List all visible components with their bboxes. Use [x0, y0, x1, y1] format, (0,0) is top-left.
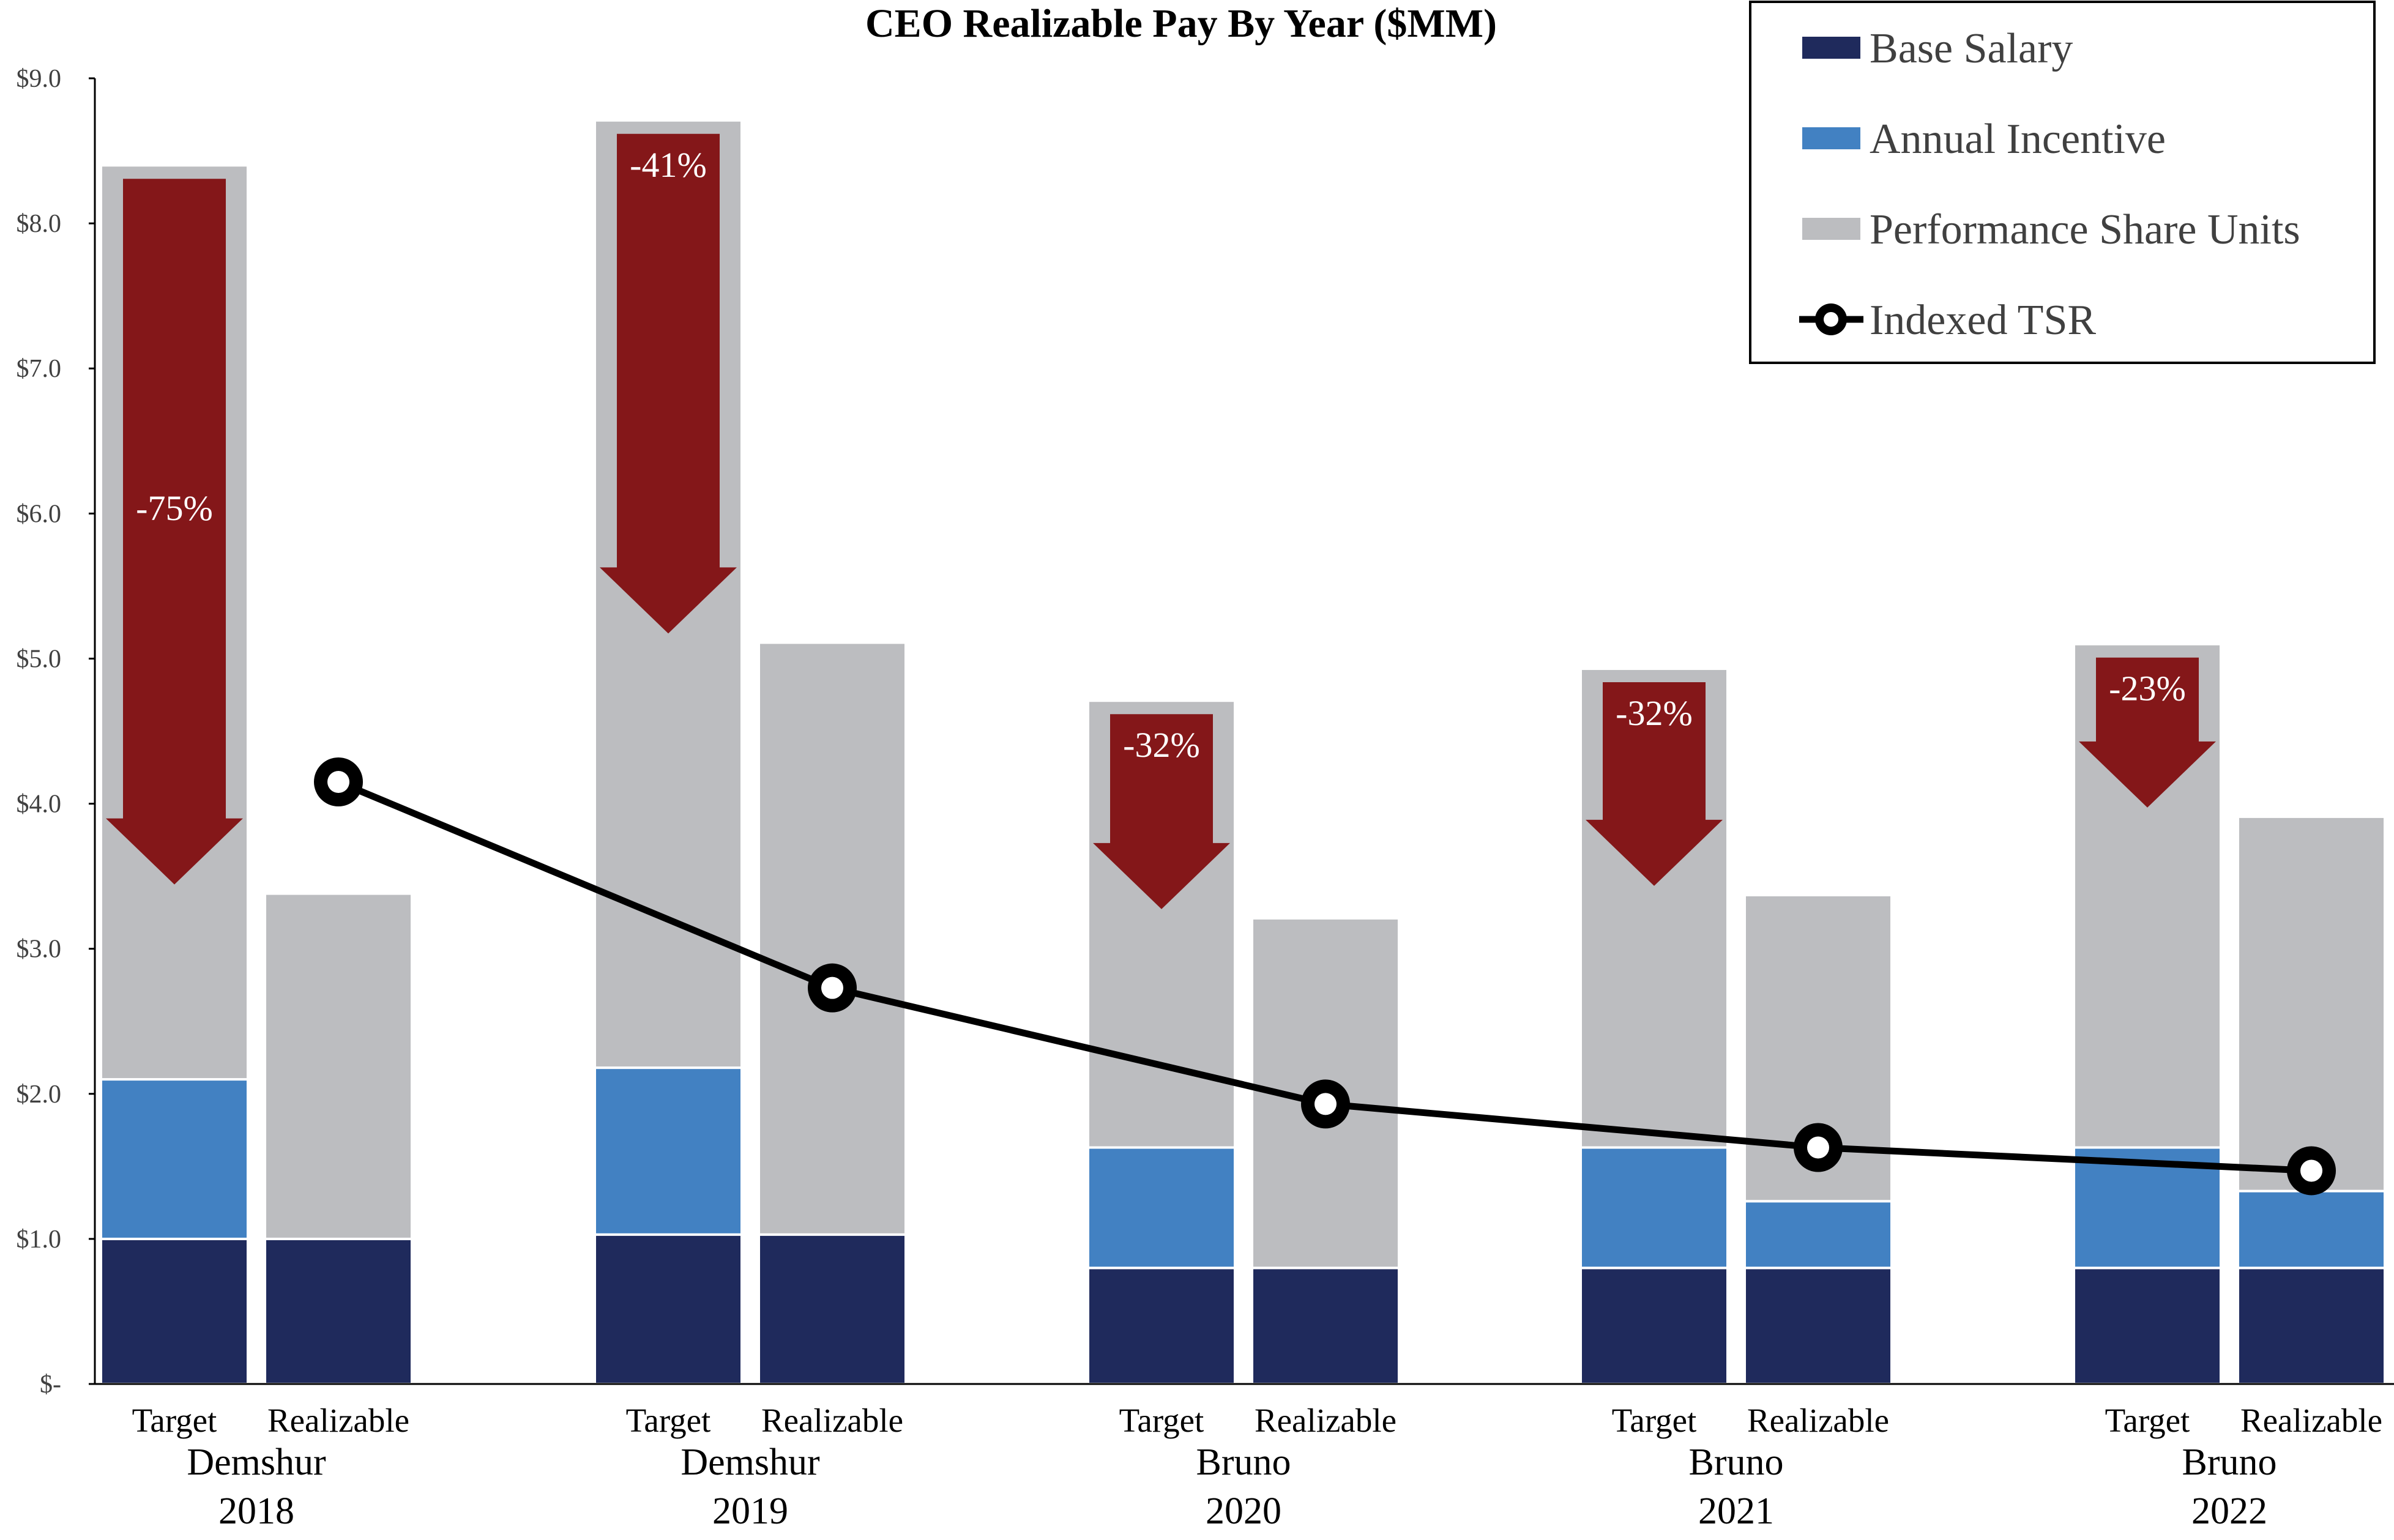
bar-label-target-2018: Target: [132, 1402, 217, 1439]
y-tick-label: $4.0: [17, 790, 62, 819]
change-label-2019: -41%: [630, 145, 707, 185]
tsr-line-layer: [314, 757, 2336, 1196]
group-year-2018: 2018: [218, 1490, 294, 1532]
bar-psu-2022-realizable: [2237, 815, 2386, 1192]
change-label-2021: -32%: [1616, 693, 1693, 733]
y-tick-label: $-: [40, 1371, 61, 1399]
change-arrow-2022: [2079, 657, 2216, 808]
bar-base-salary-2019-realizable: [758, 1233, 907, 1385]
tsr-point-center-2021: [1807, 1136, 1829, 1159]
bar-label-target-2021: Target: [1612, 1402, 1697, 1439]
bar-label-realizable-2021: Realizable: [1747, 1402, 1889, 1439]
bar-base-salary-2021-target: [1579, 1267, 1729, 1385]
legend: Base Salary Annual Incentive Performance S…: [1749, 1, 2376, 364]
legend-swatch-base-salary: [1802, 37, 1860, 59]
group-name-2021: Bruno: [1689, 1441, 1784, 1483]
chart-title: CEO Realizable Pay By Year ($MM): [865, 1, 1497, 46]
y-tick-label: $9.0: [17, 65, 62, 93]
axis-layer: $- $1.0 $2.0 $3.0 $4.0 $5.0 $6.0 $7.0 $8.0 $9.0: [17, 65, 2394, 1399]
bar-base-salary-2022-realizable: [2237, 1267, 2386, 1385]
group-year-2022: 2022: [2191, 1490, 2267, 1532]
change-arrow-2021: [1586, 682, 1723, 886]
bar-base-salary-2019-target: [594, 1233, 743, 1385]
bar-base-salary-2020-target: [1087, 1267, 1236, 1385]
legend-label-performance-share-units: Performance Share Units: [1870, 206, 2300, 253]
change-arrow-2019: [600, 133, 737, 634]
bar-psu-2019-realizable: [758, 641, 907, 1236]
bar-annual-incentive-2019-target: [594, 1066, 743, 1236]
bar-label-realizable-2022: Realizable: [2240, 1402, 2382, 1439]
y-tick-label: $7.0: [17, 355, 62, 383]
y-tick-label: $2.0: [17, 1081, 62, 1109]
bar-annual-incentive-2022-realizable: [2237, 1189, 2386, 1270]
change-label-2022: -23%: [2109, 669, 2186, 709]
legend-label-annual-incentive: Annual Incentive: [1870, 116, 2166, 163]
change-arrow-2020: [1093, 714, 1230, 909]
group-name-2018: Demshur: [187, 1441, 326, 1483]
legend-swatch-performance-share-units: [1802, 218, 1860, 240]
tsr-point-center-2022: [2300, 1159, 2322, 1182]
bar-annual-incentive-2021-realizable: [1743, 1200, 1893, 1270]
bar-base-salary-2021-realizable: [1743, 1267, 1893, 1385]
group-name-2022: Bruno: [2182, 1441, 2277, 1483]
bar-label-realizable-2018: Realizable: [267, 1402, 409, 1439]
group-year-2020: 2020: [1206, 1490, 1281, 1532]
y-tick-label: $6.0: [17, 500, 62, 528]
y-tick-label: $1.0: [17, 1226, 62, 1254]
y-tick-label: $8.0: [17, 210, 62, 238]
tsr-point-center-2019: [821, 976, 843, 999]
bar-label-realizable-2019: Realizable: [761, 1402, 903, 1439]
legend-box: [1749, 1, 2376, 364]
bar-base-salary-2020-realizable: [1251, 1267, 1400, 1385]
bar-label-target-2020: Target: [1119, 1402, 1204, 1439]
bar-annual-incentive-2021-target: [1579, 1146, 1729, 1270]
tsr-point-center-2020: [1314, 1093, 1337, 1115]
bar-base-salary-2018-target: [100, 1237, 249, 1386]
bar-base-salary-2022-target: [2073, 1267, 2222, 1385]
legend-marker-center-indexed-tsr: [1824, 312, 1838, 327]
bar-label-realizable-2020: Realizable: [1255, 1402, 1396, 1439]
bar-label-target-2019: Target: [626, 1402, 711, 1439]
change-label-2018: -75%: [136, 488, 213, 528]
group-year-2021: 2021: [1698, 1490, 1774, 1532]
legend-label-indexed-tsr: Indexed TSR: [1870, 297, 2096, 344]
bar-annual-incentive-2018-target: [100, 1078, 249, 1240]
change-label-2020: -32%: [1123, 725, 1200, 765]
arrows-layer: -75% -41% -32% -32% -23%: [106, 133, 2216, 909]
legend-label-base-salary: Base Salary: [1870, 25, 2073, 72]
y-tick-label: $5.0: [17, 645, 62, 673]
group-name-2019: Demshur: [681, 1441, 820, 1483]
group-name-2020: Bruno: [1196, 1441, 1291, 1483]
bar-annual-incentive-2020-target: [1087, 1146, 1236, 1270]
legend-swatch-annual-incentive: [1802, 127, 1860, 149]
bar-label-target-2022: Target: [2105, 1402, 2190, 1439]
tsr-point-center-2018: [327, 770, 349, 793]
group-year-2019: 2019: [712, 1490, 788, 1532]
bar-base-salary-2018-realizable: [264, 1237, 413, 1386]
change-arrow-2018: [106, 179, 243, 885]
bar-psu-2018-realizable: [264, 892, 413, 1240]
y-tick-label: $3.0: [17, 936, 62, 964]
